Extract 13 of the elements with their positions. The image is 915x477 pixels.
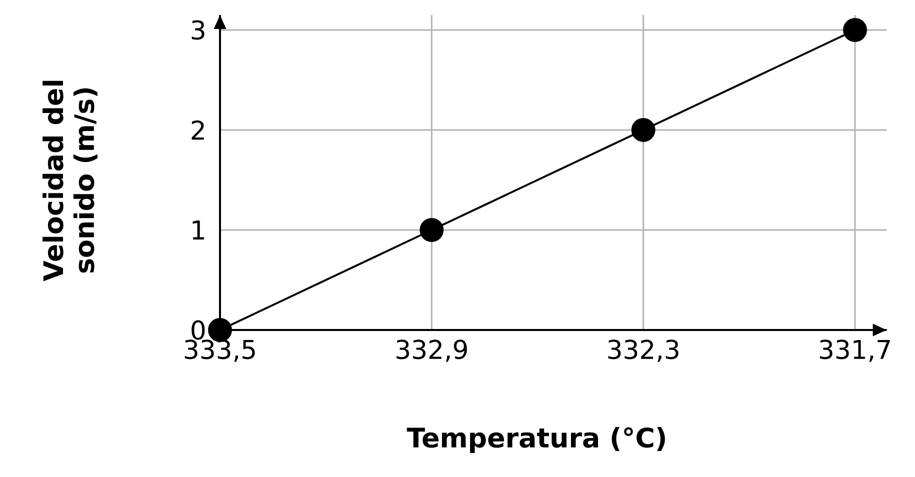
point <box>631 118 656 142</box>
point <box>843 18 867 42</box>
y-tick-label: 0 <box>192 320 205 340</box>
x-tick-label: 333,5 <box>184 340 255 362</box>
y-axis-title: Velocidad del sonido (m/s) <box>42 80 98 282</box>
y-tick-label: 2 <box>192 120 204 140</box>
y-tick-label: 1 <box>192 220 204 240</box>
x-tick-label: 332,3 <box>608 340 678 362</box>
x-tick-label: 332,9 <box>396 340 467 362</box>
x-tick-label: 331,7 <box>820 340 890 362</box>
y-tick-label: 3 <box>192 20 204 40</box>
x-axis-title: Temperatura (°C) <box>406 426 665 453</box>
point <box>420 218 444 242</box>
